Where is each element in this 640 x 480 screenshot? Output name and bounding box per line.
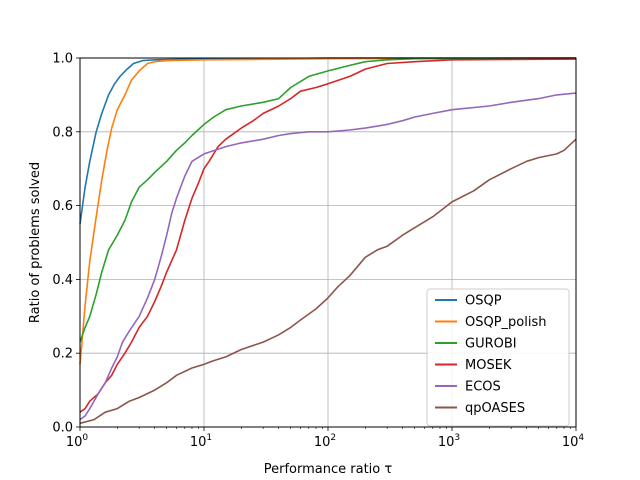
x-tick-exponent: 2 <box>330 433 336 443</box>
x-tick-exponent: 1 <box>206 433 212 443</box>
x-tick-base: 10 <box>66 435 83 450</box>
x-tick-base: 10 <box>562 435 579 450</box>
x-tick-label: 102 <box>314 433 336 450</box>
y-tick-label: 1.0 <box>52 52 73 67</box>
legend-label: MOSEK <box>465 358 512 373</box>
x-tick-base: 10 <box>438 435 455 450</box>
x-axis-label: Performance ratio τ <box>264 462 393 477</box>
legend-label: qpOASES <box>465 401 525 416</box>
y-tick-label: 0.8 <box>52 125 73 140</box>
series-line-gurobi <box>79 57 577 343</box>
legend-label: ECOS <box>465 380 501 395</box>
series-line-ecos <box>79 92 577 421</box>
legend-label: OSQP_polish <box>465 315 547 330</box>
series-layer <box>79 57 577 425</box>
series-line-osqp-polish <box>79 57 577 365</box>
x-tick-exponent: 4 <box>578 433 584 443</box>
legend: OSQP OSQP_polish GUROBI MOSEK ECOS qpOASES <box>426 288 570 427</box>
y-axis-label: Ratio of problems solved <box>28 162 43 323</box>
x-tick-base: 10 <box>190 435 207 450</box>
legend-box <box>426 288 570 427</box>
x-tick-base: 10 <box>314 435 331 450</box>
series-line-qpoases <box>79 138 577 425</box>
x-tick-label: 101 <box>190 433 212 450</box>
series-line-mosek <box>79 58 577 413</box>
x-tick-exponent: 3 <box>454 433 460 443</box>
x-tick-label: 104 <box>562 433 585 450</box>
x-tick-label: 103 <box>438 433 460 450</box>
legend-label: OSQP <box>465 294 502 309</box>
legend-label: GUROBI <box>465 337 517 352</box>
x-tick-exponent: 0 <box>82 433 88 443</box>
y-tick-label: 0.2 <box>52 347 73 362</box>
y-tick-label: 0.4 <box>52 273 73 288</box>
x-tick-label: 100 <box>66 433 89 450</box>
y-tick-label: 0.6 <box>52 199 73 214</box>
y-tick-label: 0.0 <box>52 421 73 436</box>
